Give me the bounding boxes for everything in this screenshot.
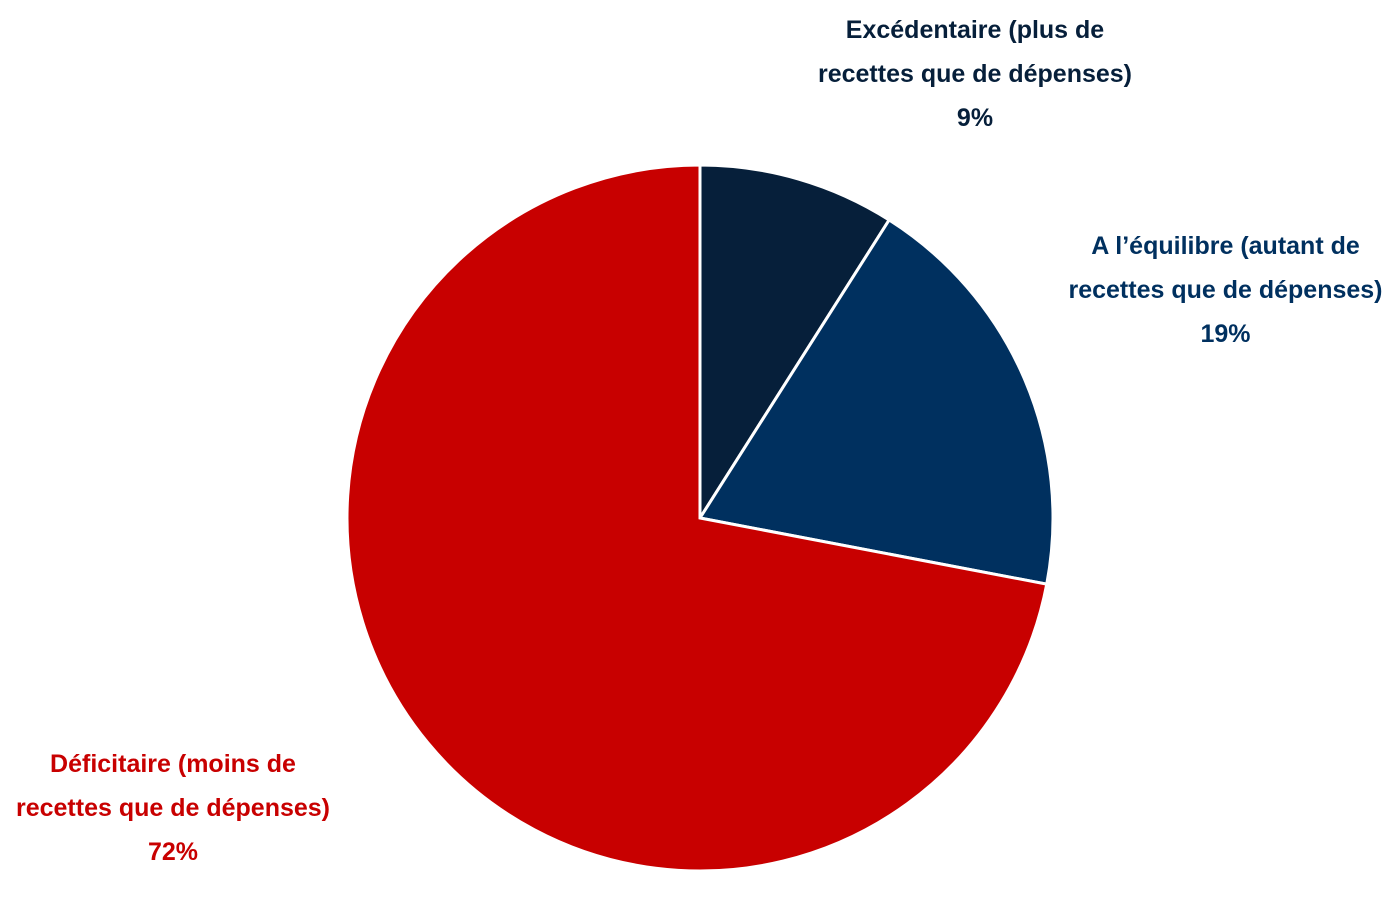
slice-label: Déficitaire (moins de recettes que de dé… — [3, 742, 343, 874]
pie-slice — [698, 163, 892, 524]
value-label: 19% — [1200, 320, 1251, 348]
category-label: Déficitaire (moins de recettes que de dé… — [15, 750, 330, 822]
pie-slice — [345, 163, 1049, 873]
category-label: A l’équilibre (autant de recettes que de… — [1068, 232, 1383, 304]
value-label: 72% — [147, 838, 199, 866]
pie-slice — [697, 217, 1055, 586]
category-label: Excédentaire (plus de recettes que de dé… — [817, 16, 1132, 88]
value-label: 9% — [956, 104, 994, 132]
slice-label: A l’équilibre (autant de recettes que de… — [1063, 224, 1388, 356]
slice-label: Excédentaire (plus de recettes que de dé… — [805, 8, 1145, 140]
